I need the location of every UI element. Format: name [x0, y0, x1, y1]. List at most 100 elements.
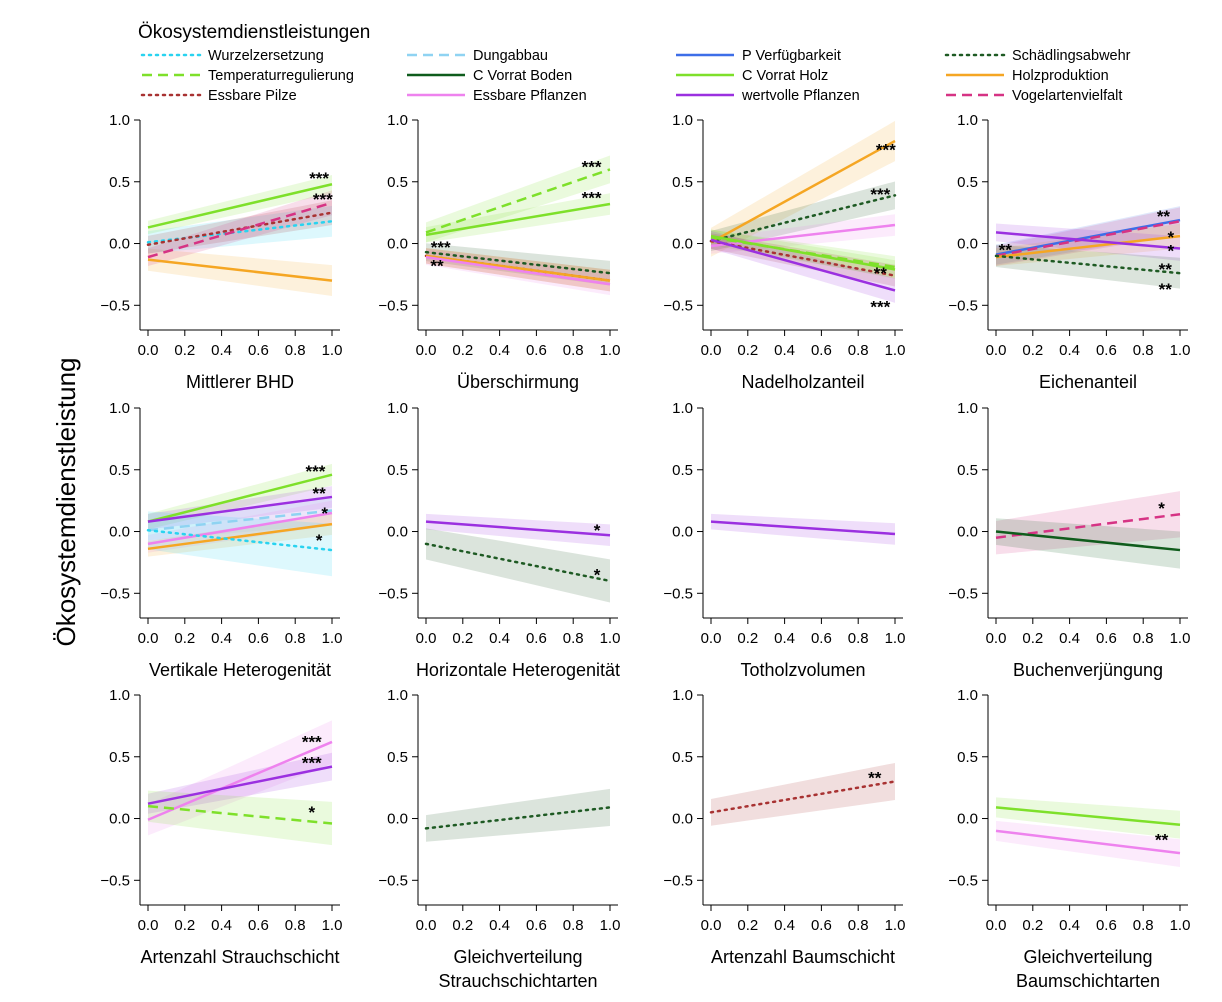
y-tick-label: 0.5 — [387, 462, 408, 479]
ci-band-wpfl — [426, 513, 610, 547]
legend-label-epfl: Essbare Pflanzen — [473, 88, 587, 104]
legend-label-choz: C Vorrat Holz — [742, 68, 828, 84]
significance-marker: ** — [430, 257, 444, 276]
plot-area — [995, 491, 1181, 569]
significance-marker: ** — [1155, 830, 1169, 849]
x-tick-label: 1.0 — [885, 342, 906, 359]
y-tick-label: 1.0 — [672, 687, 693, 704]
ci-band-pilze — [148, 200, 332, 254]
x-tick-label: 0.4 — [774, 342, 795, 359]
x-tick-label: 0.4 — [1059, 342, 1080, 359]
legend-label-pverf: P Verfügbarkeit — [742, 48, 841, 64]
x-axis-label: Buchenverjüngung — [1013, 660, 1163, 680]
ci-band-epfl — [148, 720, 332, 836]
y-tick-label: 0.0 — [957, 811, 978, 828]
ci-band-pilze — [711, 762, 895, 826]
x-tick-label: 1.0 — [322, 342, 343, 359]
x-axis-label: Artenzahl Strauchschicht — [140, 947, 339, 967]
y-tick-label: −0.5 — [663, 297, 693, 314]
y-tick-label: 0.0 — [109, 524, 130, 541]
plot-area — [424, 155, 612, 296]
x-tick-label: 0.8 — [563, 630, 584, 647]
x-tick-label: 1.0 — [322, 917, 343, 934]
x-axis-label: Nadelholzanteil — [741, 372, 864, 392]
ci-band-pverf — [996, 206, 1180, 265]
x-tick-label: 0.8 — [848, 630, 869, 647]
x-tick-label: 0.4 — [211, 342, 232, 359]
legend-entry-schad: Schädlingsabwehr — [944, 48, 1131, 64]
ci-band-temp — [148, 790, 332, 846]
x-tick-label: 1.0 — [885, 630, 906, 647]
x-axis-label: Horizontale Heterogenität — [416, 660, 620, 680]
series-line-wurzel — [146, 220, 334, 244]
y-tick-label: 1.0 — [109, 400, 130, 417]
x-tick-label: 0.0 — [416, 342, 437, 359]
legend-label-wurzel: Wurzelzersetzung — [208, 48, 324, 64]
y-tick-label: 0.0 — [957, 236, 978, 253]
ci-band-dung — [148, 496, 332, 541]
ci-band-pilze — [711, 233, 895, 287]
y-tick-label: 0.5 — [109, 462, 130, 479]
significance-marker: *** — [313, 190, 333, 209]
plot-area — [146, 463, 334, 577]
x-tick-label: 0.2 — [1022, 342, 1043, 359]
x-tick-label: 0.4 — [489, 917, 510, 934]
legend-label-pilze: Essbare Pilze — [208, 88, 297, 104]
ci-band-wpfl — [996, 223, 1180, 261]
series-line-schad — [424, 542, 612, 583]
y-tick-label: 1.0 — [387, 112, 408, 129]
x-tick-label: 0.8 — [285, 917, 306, 934]
y-tick-label: 1.0 — [109, 112, 130, 129]
panel-grid: 1.0 0.5 0.0 −0.5 0.0 0.2 0.4 0.6 0.8 1.0 Mittlerer… — [100, 112, 1190, 991]
x-tick-label: 0.4 — [774, 630, 795, 647]
legend-entry-epfl: Essbare Pflanzen — [407, 88, 587, 104]
legend-entry-pilze: Essbare Pilze — [140, 88, 297, 104]
plot-area — [710, 513, 896, 545]
significance-marker: *** — [582, 189, 602, 208]
legend-entry-temp: Temperaturregulierung — [142, 68, 354, 84]
panel-7: 1.0 0.5 0.0 −0.5 0.0 0.2 0.4 0.6 0.8 1.0 Totholzvo… — [663, 400, 905, 680]
y-tick-label: 0.5 — [672, 749, 693, 766]
x-tick-label: 0.4 — [211, 917, 232, 934]
significance-marker: ** — [874, 264, 888, 283]
y-tick-label: 0.0 — [109, 811, 130, 828]
significance-marker: ** — [1157, 207, 1171, 226]
series-line-epfl — [147, 740, 333, 821]
ci-band-epfl — [148, 500, 332, 553]
y-tick-label: −0.5 — [663, 585, 693, 602]
panel-2: 1.0 0.5 0.0 −0.5 0.0 0.2 0.4 0.6 0.8 1.0 Überschir… — [378, 112, 620, 392]
x-tick-label: 0.2 — [1022, 917, 1043, 934]
x-tick-label: 0.0 — [416, 917, 437, 934]
y-tick-label: 0.5 — [957, 174, 978, 191]
y-tick-label: −0.5 — [663, 872, 693, 889]
x-tick-label: 1.0 — [885, 917, 906, 934]
x-axis-label: Mittlerer BHD — [186, 372, 294, 392]
x-tick-label: 0.4 — [489, 630, 510, 647]
plot-area — [424, 788, 612, 842]
plot-area — [709, 120, 897, 303]
series-line-choz — [147, 183, 333, 229]
y-tick-label: −0.5 — [948, 585, 978, 602]
legend-label-cboden: C Vorrat Boden — [473, 68, 572, 84]
y-tick-label: 1.0 — [109, 687, 130, 704]
ci-band-cboden — [996, 518, 1180, 569]
series-line-schad — [994, 254, 1182, 275]
y-tick-label: 0.0 — [387, 524, 408, 541]
series-line-wpfl — [147, 495, 333, 523]
x-axis-label: Gleichverteilung Baumschichtarten — [1016, 947, 1160, 991]
significance-marker: * — [321, 504, 328, 523]
x-tick-label: 0.6 — [248, 342, 269, 359]
x-tick-label: 0.8 — [563, 342, 584, 359]
legend-entry-dung: Dungabbau — [407, 48, 548, 64]
significance-marker: * — [316, 531, 323, 550]
significance-marker: ** — [1159, 280, 1173, 299]
y-tick-label: 0.0 — [957, 524, 978, 541]
y-tick-label: 0.5 — [109, 749, 130, 766]
series-line-cboden — [995, 530, 1181, 552]
panel-5: 1.0 0.5 0.0 −0.5 0.0 0.2 0.4 0.6 0.8 1.0 Vertikale… — [100, 400, 342, 680]
y-tick-label: 1.0 — [672, 400, 693, 417]
y-tick-label: 0.5 — [109, 174, 130, 191]
ci-band-schad — [711, 181, 895, 252]
x-tick-label: 0.4 — [211, 630, 232, 647]
x-tick-label: 0.2 — [737, 630, 758, 647]
